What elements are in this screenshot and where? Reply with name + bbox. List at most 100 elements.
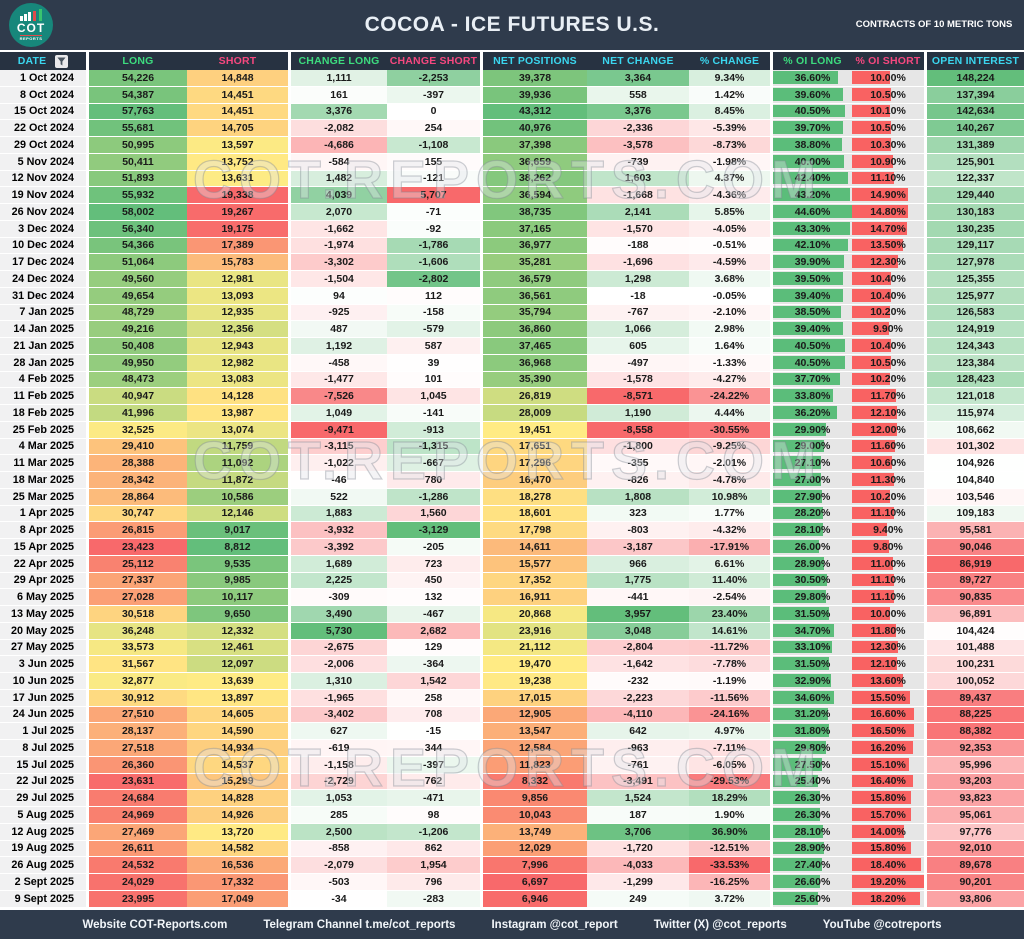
- cell-short: 10,117: [187, 589, 288, 606]
- cell-net_change: 249: [587, 890, 689, 908]
- footer-link-telegram[interactable]: Telegram Channel t.me/cot_reports: [263, 918, 456, 931]
- cell-oi_long: 39.40%: [773, 287, 852, 305]
- cell-change_short: 0: [387, 103, 480, 121]
- cell-date: 26 Nov 2024: [0, 204, 86, 221]
- cell-short: 15,783: [187, 254, 288, 271]
- cell-change_short: -15: [387, 723, 480, 740]
- oi-short-databar: [852, 824, 905, 838]
- column-gap: [770, 589, 773, 606]
- cell-change_short: 254: [387, 120, 480, 137]
- cell-net_change: -1,578: [587, 371, 689, 389]
- filter-icon[interactable]: [55, 54, 69, 68]
- oi-short-databar: [852, 406, 898, 419]
- column-gap: [924, 371, 927, 389]
- cell-net_positions: 40,976: [483, 120, 587, 137]
- cell-open_interest: 96,891: [927, 606, 1024, 623]
- column-gap: [480, 438, 483, 456]
- cell-open_interest: 93,203: [927, 773, 1024, 791]
- cell-oi_short: 9.80%: [852, 539, 924, 556]
- cell-date: 6 May 2025: [0, 589, 86, 606]
- cell-change_long: 2,225: [291, 572, 387, 590]
- cell-short: 10,586: [187, 488, 288, 506]
- cell-open_interest: 104,840: [927, 472, 1024, 489]
- cell-date: 26 Aug 2025: [0, 857, 86, 874]
- cell-open_interest: 93,823: [927, 790, 1024, 807]
- cell-date: 24 Dec 2024: [0, 271, 86, 288]
- column-gap: [86, 606, 89, 623]
- cell-short: 14,705: [187, 120, 288, 137]
- oi-long-databar: [773, 623, 835, 637]
- cell-date: 10 Jun 2025: [0, 673, 86, 690]
- cell-change_long: -3,302: [291, 254, 387, 271]
- cell-net_change: 2,141: [587, 204, 689, 221]
- column-gap: [770, 204, 773, 221]
- footer-link-twitter[interactable]: Twitter (X) @cot_reports: [653, 918, 787, 931]
- table-row: 1 Oct 2024 54,226 14,848 1,111 -2,253 39,378 3…: [0, 70, 1024, 87]
- column-gap: [86, 740, 89, 757]
- cell-change_long: 487: [291, 321, 387, 338]
- cell-long: 26,815: [89, 522, 187, 539]
- cell-change_short: 1,045: [387, 388, 480, 405]
- column-gap: [480, 673, 483, 690]
- cell-net_positions: 36,968: [483, 354, 587, 372]
- column-gap: [924, 271, 927, 288]
- cell-oi_long: 27.40%: [773, 857, 852, 874]
- cell-oi_short: 12.00%: [852, 421, 924, 439]
- cell-change_short: 5,707: [387, 187, 480, 204]
- cell-change_long: 4,039: [291, 187, 387, 204]
- cell-net_positions: 13,749: [483, 823, 587, 841]
- cell-oi_long: 28.90%: [773, 555, 852, 573]
- cell-date: 15 Apr 2025: [0, 539, 86, 556]
- cell-open_interest: 103,546: [927, 488, 1024, 506]
- column-header-change_short: CHANGE SHORT: [387, 52, 480, 70]
- table-row: 12 Aug 2025 27,469 13,720 2,500 -1,206 13,749…: [0, 823, 1024, 841]
- column-header-long: LONG: [89, 52, 187, 70]
- cell-change_short: 344: [387, 740, 480, 757]
- column-gap: [924, 539, 927, 556]
- cell-pct_change: -6.05%: [689, 756, 770, 774]
- footer-link-youtube[interactable]: YouTube @cotreports: [822, 918, 942, 931]
- column-gap: [770, 137, 773, 154]
- cell-long: 24,969: [89, 807, 187, 824]
- cell-oi_short: 9.40%: [852, 522, 924, 539]
- footer-link-website[interactable]: Website COT-Reports.com: [82, 918, 228, 931]
- oi-long-databar: [773, 774, 819, 788]
- cell-open_interest: 129,117: [927, 237, 1024, 255]
- cell-net_change: -4,110: [587, 706, 689, 724]
- column-gap: [480, 522, 483, 539]
- cell-net_positions: 35,281: [483, 254, 587, 271]
- oi-long-databar: [773, 590, 826, 603]
- cell-short: 13,631: [187, 170, 288, 188]
- table-row: 4 Feb 2025 48,473 13,083 -1,477 101 35,390 -1,…: [0, 371, 1024, 389]
- cell-change_short: -2,253: [387, 70, 480, 87]
- cell-long: 32,525: [89, 421, 187, 439]
- cell-change_short: 98: [387, 807, 480, 824]
- cell-open_interest: 130,183: [927, 204, 1024, 221]
- oi-long-databar: [773, 138, 842, 151]
- cell-change_long: -1,158: [291, 756, 387, 774]
- cell-change_short: 796: [387, 874, 480, 891]
- column-gap: [86, 204, 89, 221]
- cell-oi_long: 28.10%: [773, 823, 852, 841]
- cell-net_positions: 13,547: [483, 723, 587, 740]
- cell-pct_change: -11.72%: [689, 639, 770, 657]
- cell-change_short: -71: [387, 204, 480, 221]
- cell-net_positions: 36,594: [483, 187, 587, 204]
- cell-pct_change: -4.32%: [689, 522, 770, 539]
- column-gap: [480, 723, 483, 740]
- oi-short-databar: [852, 757, 909, 771]
- footer-link-instagram[interactable]: Instagram @cot_report: [491, 918, 618, 931]
- cell-oi_short: 14.90%: [852, 187, 924, 204]
- oi-short-databar: [852, 322, 890, 335]
- cell-short: 12,943: [187, 338, 288, 355]
- column-gap: [86, 555, 89, 573]
- column-gap: [288, 840, 291, 858]
- cell-net_positions: 15,577: [483, 555, 587, 573]
- cell-open_interest: 97,776: [927, 823, 1024, 841]
- column-gap: [924, 354, 927, 372]
- oi-short-databar: [852, 188, 908, 201]
- cell-oi_short: 10.10%: [852, 103, 924, 121]
- column-gap: [480, 287, 483, 305]
- cell-long: 55,932: [89, 187, 187, 204]
- cell-long: 25,112: [89, 555, 187, 573]
